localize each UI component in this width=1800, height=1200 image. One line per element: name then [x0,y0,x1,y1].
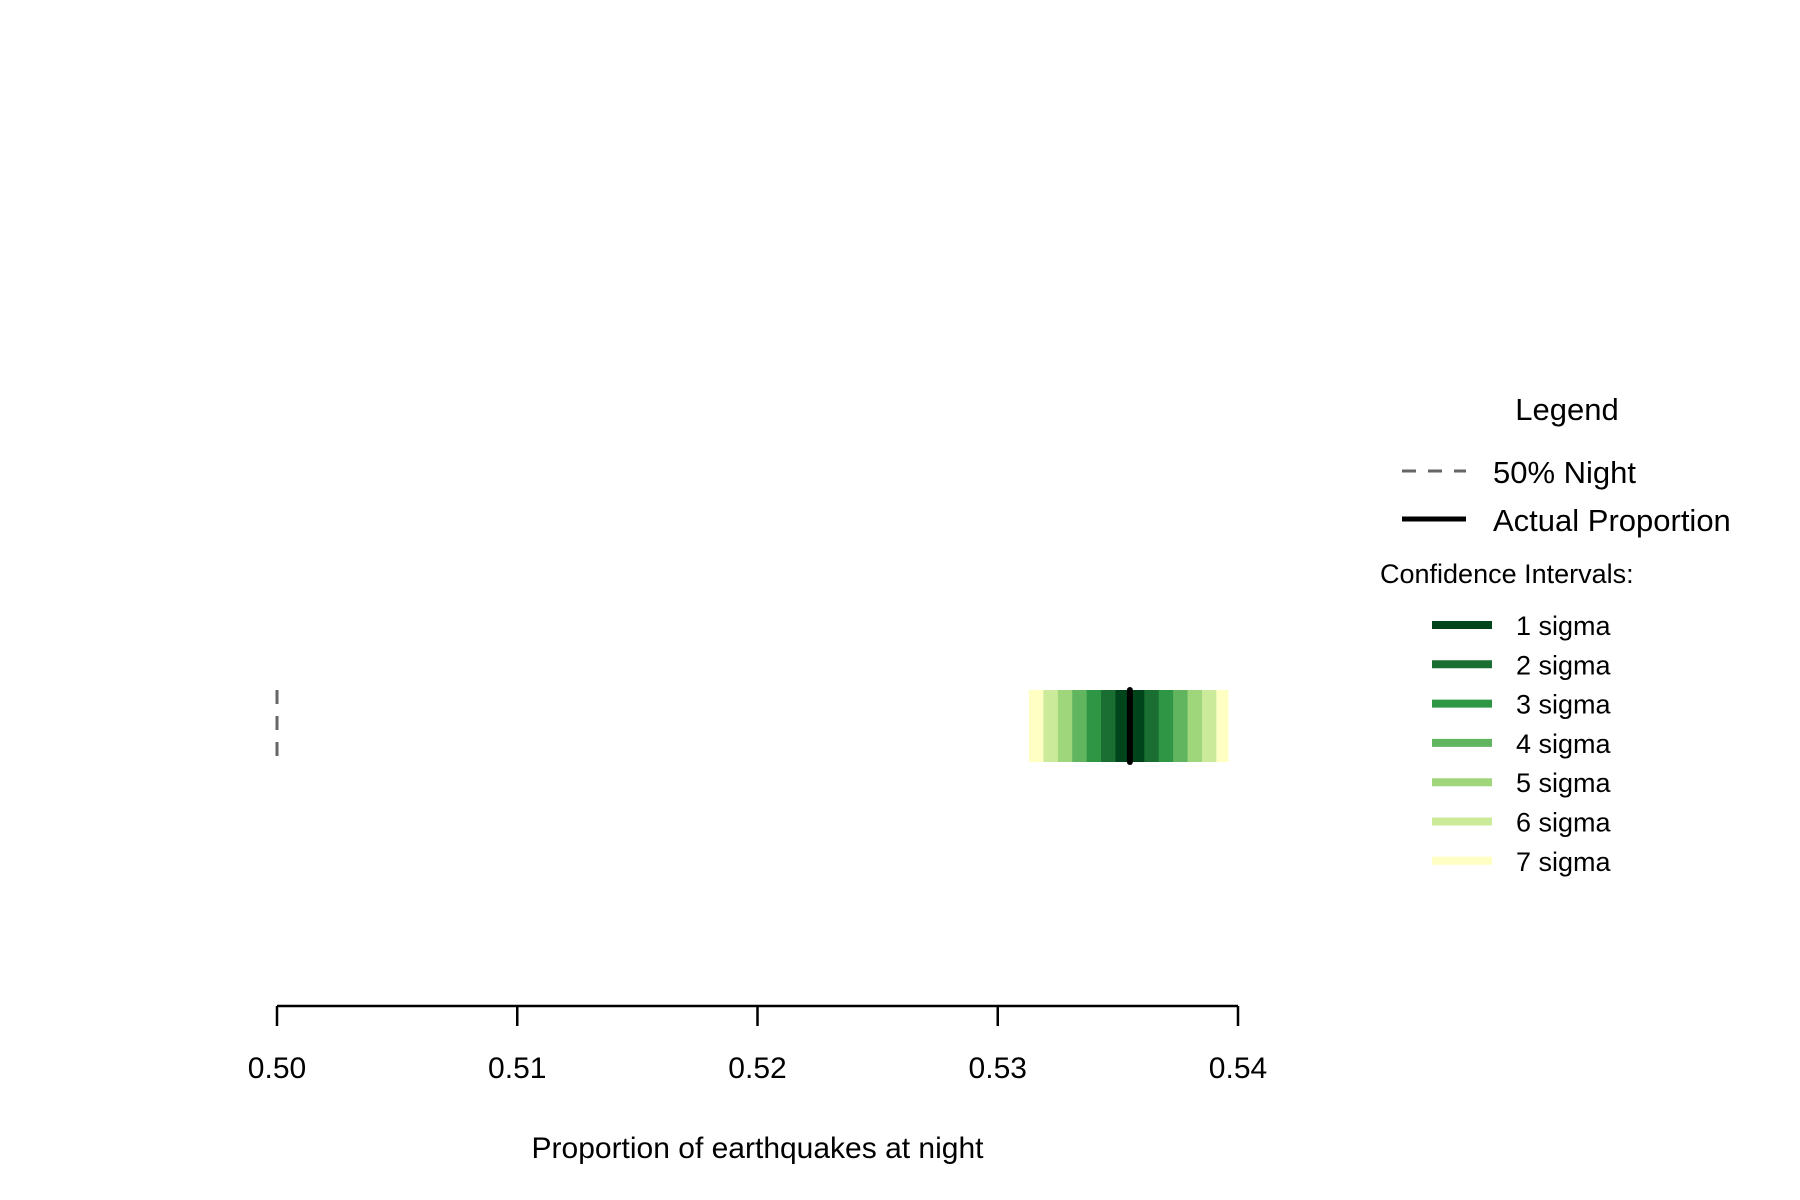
plot-area [275,687,1229,765]
x-tick-label: 0.54 [1209,1052,1267,1085]
legend-label-2-sigma: 2 sigma [1516,650,1612,680]
legend-title: Legend [1515,392,1618,427]
legend-label-3-sigma: 3 sigma [1516,690,1612,720]
legend-label-7-sigma: 7 sigma [1516,847,1612,877]
x-tick-label: 0.50 [248,1052,306,1085]
x-tick-label: 0.52 [728,1052,786,1085]
legend-actual-proportion-label: Actual Proportion [1493,503,1731,538]
x-axis-ticks: 0.50 0.51 0.52 0.53 0.54 [248,1006,1267,1085]
legend-label-6-sigma: 6 sigma [1516,808,1612,838]
legend-reference-line-label: 50% Night [1493,455,1636,490]
x-tick-label: 0.51 [488,1052,546,1085]
legend-label-4-sigma: 4 sigma [1516,729,1612,759]
legend-confidence-intervals-heading: Confidence Intervals: [1380,559,1634,589]
x-axis: 0.50 0.51 0.52 0.53 0.54 Proportion of earth… [248,1004,1267,1165]
legend-label-5-sigma: 5 sigma [1516,768,1612,798]
x-tick-label: 0.53 [969,1052,1027,1085]
legend: Legend 50% Night Actual Proportion Confi… [1380,392,1731,877]
x-axis-title: Proportion of earthquakes at night [532,1132,985,1165]
legend-confidence-interval-entries: 1 sigma 2 sigma 3 sigma 4 sigma 5 sigma 6 sig… [1432,611,1612,877]
legend-label-1-sigma: 1 sigma [1516,611,1612,641]
